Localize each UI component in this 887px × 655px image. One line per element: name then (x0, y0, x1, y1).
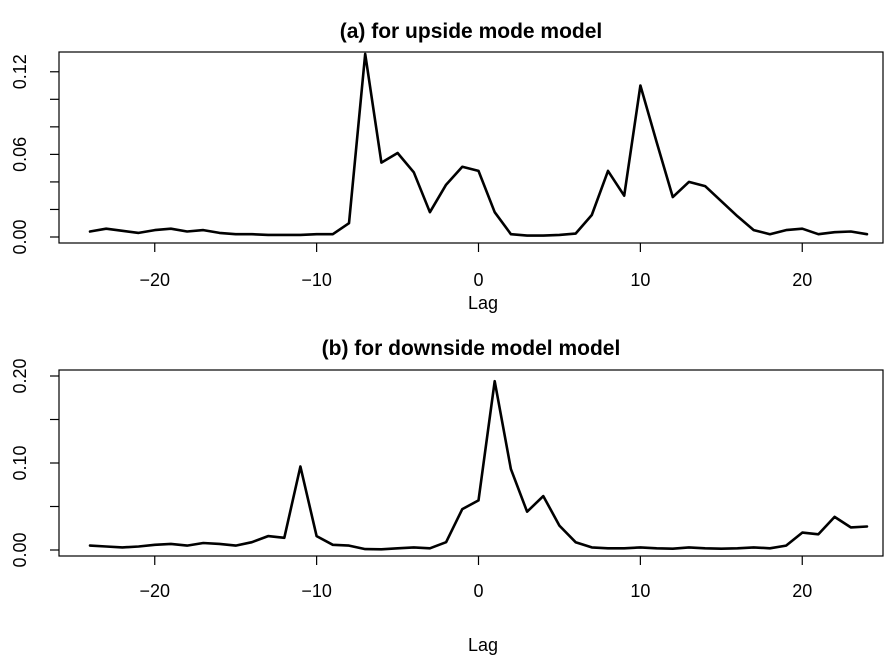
series-line (88, 379, 869, 551)
x-tick-label: −10 (301, 270, 332, 290)
chart-panel-1: (b) for downside model model −20 −10 0 10 20 0… (10, 337, 884, 655)
plot-frame (58, 369, 884, 557)
x-tick-label: −10 (301, 581, 332, 601)
x-tick-label: 0 (473, 581, 483, 601)
x-tick-label: 10 (630, 581, 650, 601)
y-tick-label: 0.20 (10, 358, 30, 393)
y-tick-label: 0.00 (10, 219, 30, 254)
x-tick-label: 10 (630, 270, 650, 290)
y-tick-label: 0.10 (10, 445, 30, 480)
y-tick-label: 0.00 (10, 532, 30, 567)
y-tick-label: 0.12 (10, 54, 30, 89)
chart-panel-0: (a) for upside mode model −20 −10 0 10 20 0.00… (10, 20, 884, 313)
x-tick-label: 20 (792, 581, 812, 601)
series-line (88, 52, 869, 237)
x-tick-label: −20 (139, 581, 170, 601)
x-axis-label: Lag (468, 293, 498, 313)
x-tick-label: 0 (473, 270, 483, 290)
x-tick-label: 20 (792, 270, 812, 290)
plot-frame (58, 51, 884, 244)
x-axis-label: Lag (468, 635, 498, 655)
x-tick-label: −20 (139, 270, 170, 290)
chart-title: (a) for upside mode model (340, 20, 603, 43)
chart-title: (b) for downside model model (322, 337, 621, 360)
y-tick-label: 0.06 (10, 137, 30, 172)
